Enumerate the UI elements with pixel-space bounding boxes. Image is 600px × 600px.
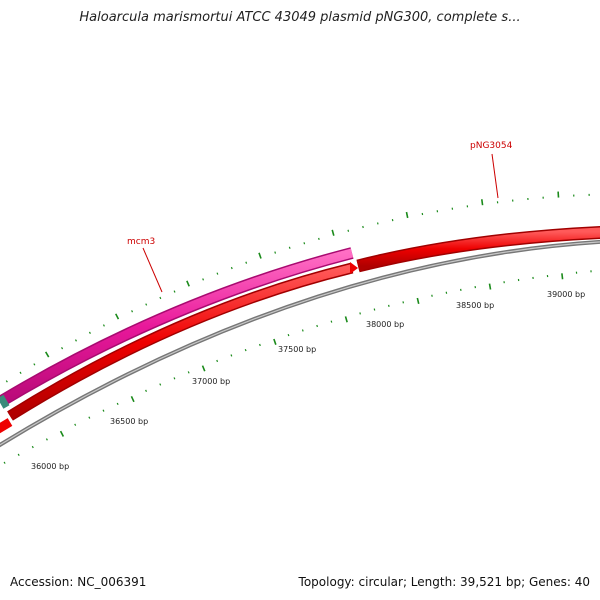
cds-arrowhead (350, 262, 358, 274)
minor-tick (303, 242, 306, 245)
minor-tick (373, 308, 376, 311)
tick-label: 38500 bp (456, 301, 494, 310)
cds-left-stub[interactable] (0, 418, 13, 434)
minor-tick (61, 347, 64, 350)
major-tick (258, 252, 262, 259)
major-tick (59, 430, 65, 437)
minor-tick (173, 377, 176, 380)
minor-tick (116, 402, 119, 406)
minor-tick (3, 461, 6, 464)
minor-tick (31, 445, 34, 449)
minor-tick (216, 272, 219, 275)
plasmid-backbone-highlight (0, 241, 600, 446)
minor-tick (288, 246, 291, 249)
minor-tick (33, 363, 36, 366)
cds-feature-mcm3-fill[interactable] (0, 248, 354, 406)
major-tick (561, 273, 564, 280)
minor-tick (301, 329, 304, 332)
tick-label: 37000 bp (192, 377, 230, 386)
major-tick (344, 316, 348, 323)
gene-label-mcm3[interactable]: mcm3 (127, 237, 163, 293)
minor-tick (45, 438, 48, 441)
minor-tick (230, 354, 233, 357)
major-tick (488, 283, 492, 290)
gene-label-pNG3054[interactable]: pNG3054 (470, 141, 513, 199)
minor-tick (330, 320, 333, 323)
accession-label: Accession: NC_006391 (10, 575, 147, 589)
cds-feature-pNG3054-region-fill[interactable] (356, 227, 600, 271)
tick-label: 36000 bp (31, 462, 69, 471)
minor-tick (244, 348, 247, 352)
major-tick (331, 229, 335, 236)
major-tick (130, 396, 135, 403)
major-tick (273, 338, 277, 345)
major-tick (201, 365, 206, 372)
minor-tick (19, 371, 22, 374)
minor-tick (274, 251, 277, 254)
gene-label-text: mcm3 (127, 237, 155, 247)
minor-tick (102, 324, 105, 327)
inner-tick-ring (3, 270, 592, 464)
major-tick (416, 297, 420, 305)
major-tick (186, 280, 190, 287)
tick-label: 39000 bp (547, 290, 585, 299)
minor-tick (145, 389, 147, 392)
major-tick (480, 199, 484, 206)
outer-tick-ring (5, 191, 590, 383)
minor-tick (88, 331, 91, 335)
minor-tick (245, 261, 248, 264)
major-tick (405, 211, 409, 219)
bp-tick-labels: 36000 bp 36500 bp 37000 bp 37500 bp 3800… (31, 290, 585, 471)
gene-label-text: pNG3054 (470, 141, 513, 151)
cds-feature-inner-fill[interactable] (7, 264, 353, 420)
minor-tick (202, 278, 205, 281)
minor-tick (316, 324, 318, 328)
minor-tick (74, 339, 77, 342)
minor-tick (230, 266, 233, 270)
minor-tick (159, 296, 162, 300)
minor-tick (216, 359, 219, 363)
minor-tick (259, 343, 261, 347)
minor-tick (287, 333, 290, 337)
minor-tick (74, 423, 77, 426)
major-tick (44, 351, 50, 358)
major-tick (115, 313, 120, 320)
map-title: Haloarcula marismortui ATCC 43049 plasmi… (79, 10, 521, 25)
minor-tick (102, 409, 105, 412)
cds-feature-inner[interactable] (7, 262, 354, 421)
teal-feature-stub[interactable] (0, 394, 10, 409)
gene-label-leader (491, 153, 499, 199)
minor-tick (5, 380, 8, 383)
minor-tick (88, 416, 91, 419)
minor-tick (145, 303, 148, 306)
tick-label: 38000 bp (366, 320, 404, 329)
minor-tick (17, 453, 20, 457)
gene-label-leader (142, 247, 163, 293)
minor-tick (131, 310, 134, 313)
minor-tick (173, 290, 176, 293)
topology-summary: Topology: circular; Length: 39,521 bp; G… (298, 575, 590, 589)
minor-tick (187, 371, 190, 374)
tick-label: 36500 bp (110, 417, 148, 426)
minor-tick (359, 312, 361, 315)
tick-label: 37500 bp (278, 345, 316, 354)
minor-tick (347, 229, 350, 232)
minor-tick (318, 237, 320, 241)
minor-tick (159, 383, 162, 386)
